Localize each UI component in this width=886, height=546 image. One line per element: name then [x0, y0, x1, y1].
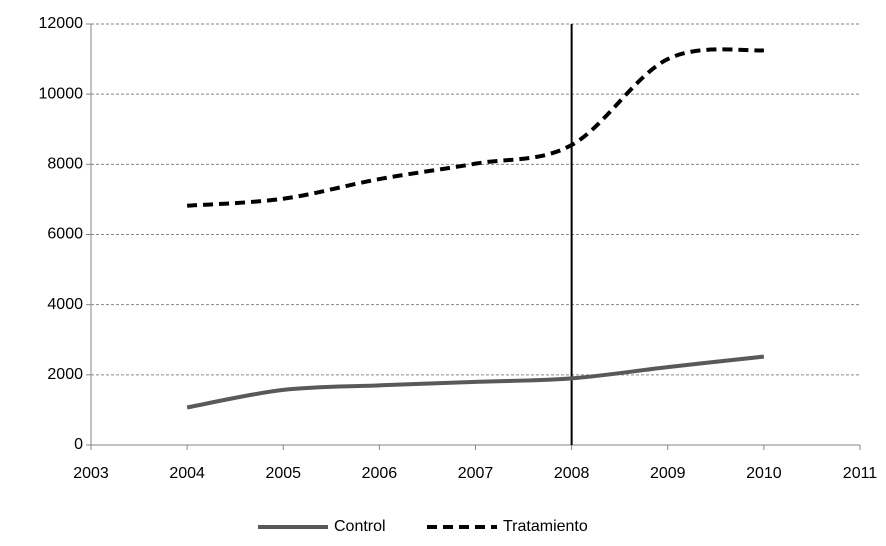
x-tick-label: 2009: [650, 465, 686, 482]
x-tick-label: 2010: [746, 465, 782, 482]
series-line: [186, 47, 765, 208]
x-tick-label: 2003: [73, 465, 109, 482]
x-tick-label: 2007: [458, 465, 494, 482]
y-tick-label: 6000: [47, 226, 83, 243]
legend-label: Tratamiento: [503, 518, 588, 535]
y-tick-label: 0: [74, 436, 83, 453]
y-tick-label: 12000: [39, 15, 84, 32]
x-tick-label: 2008: [554, 465, 590, 482]
legend-label: Control: [334, 518, 386, 535]
y-tick-label: 10000: [39, 85, 84, 102]
y-tick-label: 8000: [47, 156, 83, 173]
y-tick-label: 2000: [47, 366, 83, 383]
x-tick-label: 2005: [265, 465, 301, 482]
series-line: [186, 354, 765, 410]
y-tick-label: 4000: [47, 296, 83, 313]
x-tick-label: 2004: [169, 465, 205, 482]
x-tick-label: 2006: [362, 465, 398, 482]
x-tick-label: 2011: [843, 465, 878, 482]
